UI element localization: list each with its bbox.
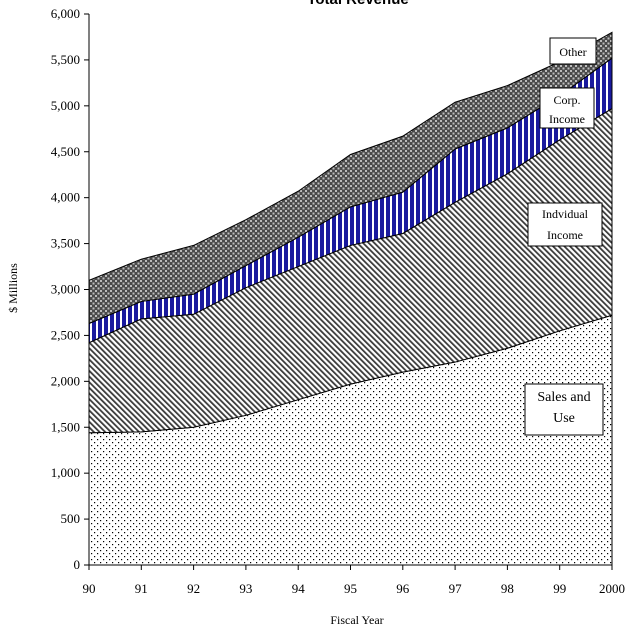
y-tick-label: 5,500 (51, 52, 80, 67)
callout-corp-income-label: Corp. Income (549, 93, 585, 126)
x-tick-label: 92 (187, 581, 200, 596)
x-tick-label: 93 (239, 581, 252, 596)
x-tick-label: 90 (83, 581, 96, 596)
x-tick-label: 99 (553, 581, 566, 596)
y-tick-label: 5,000 (51, 98, 80, 113)
area-series-group (88, 31, 613, 566)
y-tick-label: 3,500 (51, 236, 80, 251)
y-axis-ticks: 0 500 1,000 1,500 2,000 2,500 3,000 3,500 4,000 4… (51, 6, 89, 572)
callout-other-label: Other (559, 45, 586, 59)
y-tick-label: 500 (61, 511, 81, 526)
y-tick-label: 0 (74, 557, 81, 572)
area-other (88, 31, 613, 325)
y-tick-label: 6,000 (51, 6, 80, 21)
y-tick-label: 4,500 (51, 144, 80, 159)
x-tick-label: 98 (501, 581, 514, 596)
x-tick-label: 91 (135, 581, 148, 596)
callout-sales-and-use-label: Sales and Use (537, 390, 590, 426)
y-tick-label: 2,500 (51, 327, 80, 342)
callout-individual-income: Indvidual Income (527, 202, 603, 247)
x-axis-ticks: 90 91 92 93 94 95 96 97 98 99 2000 (83, 565, 625, 596)
y-axis-title: $ Millions (6, 263, 20, 313)
x-tick-label: 2000 (599, 581, 625, 596)
callout-other: Other (549, 37, 597, 65)
x-tick-label: 97 (449, 581, 463, 596)
y-tick-label: 1,500 (51, 419, 80, 434)
chart-title: Total Revenue (307, 0, 408, 8)
x-axis-title: Fiscal Year (330, 613, 383, 627)
y-tick-label: 2,000 (51, 373, 80, 388)
callout-corp-income: Corp. Income (539, 87, 595, 129)
y-tick-label: 1,000 (51, 465, 80, 480)
y-tick-label: 4,000 (51, 190, 80, 205)
x-tick-label: 95 (344, 581, 357, 596)
x-tick-label: 94 (292, 581, 306, 596)
callout-individual-income-label: Indvidual Income (542, 207, 589, 242)
x-tick-label: 96 (396, 581, 410, 596)
y-tick-label: 3,000 (51, 282, 80, 297)
callout-sales-and-use: Sales and Use (524, 383, 604, 436)
